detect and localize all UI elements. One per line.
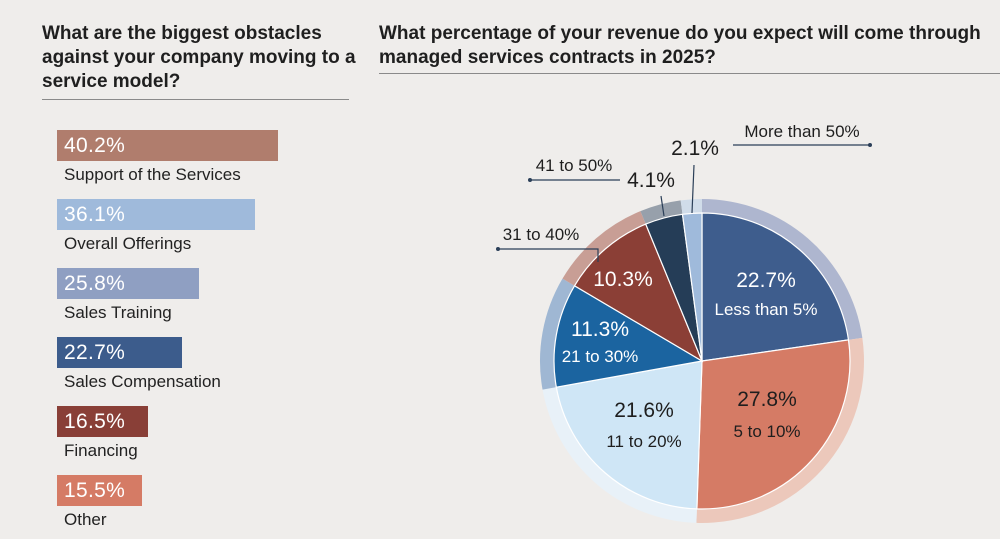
bar-category-label: Financing (64, 441, 138, 460)
pie-value-label: 11.3% (571, 318, 629, 341)
bar-category-label: Sales Compensation (64, 372, 221, 391)
pie-slice (696, 339, 851, 510)
pie-value-label: 4.1% (627, 169, 675, 192)
bar: 16.5% (57, 406, 148, 437)
pie-category-label: 11 to 20% (606, 432, 681, 451)
bar: 40.2% (57, 130, 278, 161)
pie-slice (573, 223, 704, 363)
pie-slice (681, 212, 703, 362)
pie-value-label: 10.3% (593, 268, 653, 291)
bar-item: 36.1% Overall Offerings (57, 199, 256, 254)
bar-item: 15.5% Other (57, 475, 143, 530)
pie-category-label: 5 to 10% (733, 422, 800, 441)
pie-category-label: More than 50% (744, 122, 859, 141)
pie-category-label: 21 to 30% (562, 347, 639, 366)
bar-item: 16.5% Financing (57, 406, 148, 461)
bar-category-label: Overall Offerings (64, 234, 192, 253)
bar-category-label: Other (64, 510, 107, 529)
bar: 15.5% (57, 475, 143, 506)
pie-category-label: Less than 5% (714, 300, 817, 319)
pie-value-label: 27.8% (737, 388, 797, 411)
pie-slice (553, 284, 704, 388)
obstacles-chart-title: What are the biggest obstacles against y… (42, 23, 356, 92)
pie-callout-line (660, 195, 665, 217)
pie-callout-dot (868, 143, 872, 147)
pie-value-label: 21.6% (614, 399, 674, 422)
bar: 36.1% (57, 199, 256, 230)
pie-slice (701, 212, 850, 362)
bar-category-label: Support of the Services (64, 165, 241, 184)
pie-value-label: 22.7% (736, 269, 796, 292)
pie-category-label: 41 to 50% (536, 156, 613, 175)
pie-slice (555, 360, 703, 510)
bar: 22.7% (57, 337, 182, 368)
revenue-chart-title: What percentage of your revenue do you e… (379, 23, 981, 68)
pie-value-label: 2.1% (671, 137, 719, 160)
pie-category-label: 31 to 40% (503, 225, 580, 244)
pie-callout-line (498, 248, 599, 262)
bar: 25.8% (57, 268, 199, 299)
pie-callout-line (691, 164, 695, 214)
pie-callout-dot (496, 247, 500, 251)
right-title-divider (379, 73, 1000, 74)
bar-item: 22.7% Sales Compensation (57, 337, 221, 392)
bar-item: 40.2% Support of the Services (57, 130, 278, 185)
pie-callout-dot (528, 178, 532, 182)
left-title-divider (42, 99, 349, 100)
bar-category-label: Sales Training (64, 303, 172, 322)
bar-item: 25.8% Sales Training (57, 268, 199, 323)
